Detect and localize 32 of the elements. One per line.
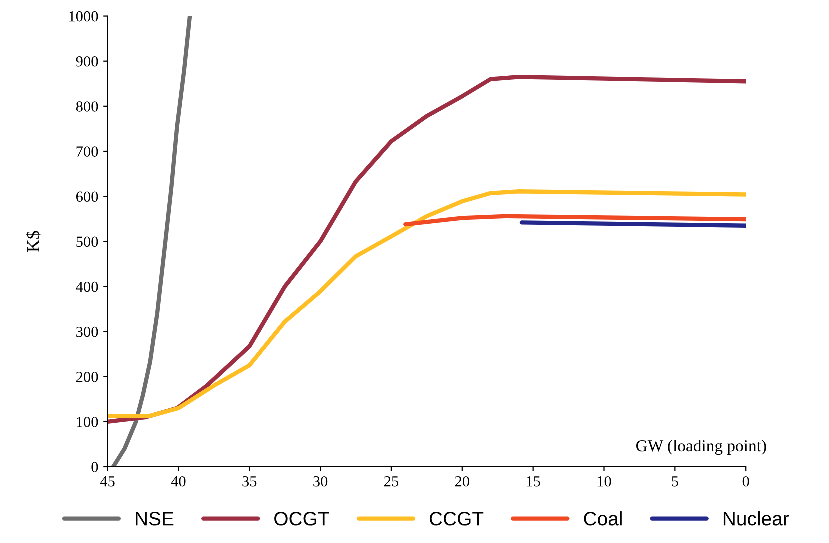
x-axis-title: GW (loading point) bbox=[636, 440, 766, 456]
line-series bbox=[404, 214, 746, 227]
y-tick-label: 500 bbox=[76, 236, 98, 248]
y-tick-label: 0 bbox=[92, 462, 98, 472]
y-tick-label: 900 bbox=[76, 56, 98, 67]
legend-label: CCGT bbox=[430, 512, 484, 526]
line-series bbox=[108, 75, 746, 424]
x-tick-label: 45 bbox=[100, 476, 115, 487]
y-tick-label: 800 bbox=[76, 102, 98, 112]
y-tick-label: 200 bbox=[76, 372, 98, 382]
x-tick-label: 0 bbox=[742, 476, 750, 487]
y-tick-label: 100 bbox=[77, 417, 98, 428]
x-tick-label: 35 bbox=[242, 476, 257, 487]
x-tick-label: 15 bbox=[527, 476, 540, 487]
x-tick-label: 25 bbox=[384, 476, 399, 487]
line-series bbox=[108, 190, 746, 418]
x-tick-label: 40 bbox=[171, 476, 186, 487]
y-tick-label: 400 bbox=[76, 282, 98, 292]
x-tick-label: 5 bbox=[672, 476, 678, 487]
y-axis-title: K$ bbox=[26, 231, 41, 252]
legend-label: Nuclear bbox=[724, 512, 790, 526]
y-tick-label: 700 bbox=[76, 146, 98, 157]
legend-label: OCGT bbox=[274, 512, 330, 526]
y-tick-label: 1000 bbox=[70, 11, 98, 22]
legend-label: NSE bbox=[136, 512, 174, 526]
x-tick-label: 20 bbox=[455, 476, 470, 487]
y-tick-label: 600 bbox=[76, 192, 98, 202]
y-tick-label: 300 bbox=[76, 326, 98, 338]
legend-label: Coal bbox=[584, 512, 622, 526]
line-series bbox=[111, 16, 192, 467]
x-tick-label: 30 bbox=[314, 476, 328, 487]
x-tick-label: 10 bbox=[598, 476, 612, 487]
